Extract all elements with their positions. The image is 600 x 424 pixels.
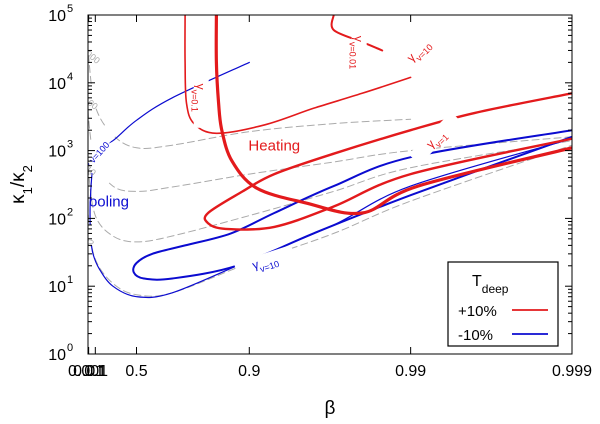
series-label-p-1000: γp=1000 bbox=[88, 21, 117, 70]
x-tick-label: 0.9 bbox=[238, 363, 260, 380]
series-line-v-10-10 bbox=[132, 129, 572, 281]
series-line-v-0-1-10 bbox=[184, 15, 412, 135]
y-tick-exponent: 2 bbox=[67, 206, 73, 218]
y-tick-exponent: 3 bbox=[67, 139, 73, 151]
y-tick-label: 10 bbox=[48, 144, 66, 161]
series-label-bg bbox=[351, 22, 367, 83]
x-tick-label: 0.1 bbox=[84, 363, 106, 380]
plot-frame bbox=[87, 14, 573, 355]
series-line-v-0-01-10 bbox=[214, 15, 572, 216]
series-line-v-10-10 bbox=[330, 15, 384, 52]
heating-curves bbox=[184, 15, 572, 231]
series-label-v-0-1-10: γv=0.1 bbox=[190, 67, 209, 128]
series-label-bg bbox=[233, 244, 296, 278]
y-tick-exponent: 5 bbox=[67, 3, 73, 15]
y-tick-exponent: 4 bbox=[67, 71, 73, 83]
y-axis-label: κ1/κ2 bbox=[8, 165, 35, 204]
x-tick-label: 0.999 bbox=[552, 363, 592, 380]
legend-entry-label: +10% bbox=[458, 303, 497, 320]
series-label-bg bbox=[391, 23, 445, 77]
series-label-bg bbox=[88, 21, 117, 70]
series-label-v-0-01-10: γv=0.01 bbox=[348, 22, 367, 83]
legend: Tdeep+10%-10% bbox=[447, 261, 559, 347]
x-tick-label: 0.01 bbox=[73, 363, 104, 380]
legend-entry-label: -10% bbox=[458, 327, 493, 344]
y-tick-exponent: 1 bbox=[67, 274, 73, 286]
series-label-v-10-10: γv=10 bbox=[233, 244, 296, 278]
series-label-bg bbox=[193, 67, 209, 128]
series-label-v-10-10: γv=10 bbox=[391, 23, 445, 77]
cooling-curves bbox=[89, 61, 572, 299]
x-tick-label: 0.5 bbox=[125, 363, 147, 380]
y-axis-label-group: κ1/κ2 bbox=[8, 165, 35, 204]
series-line-p-10 bbox=[88, 123, 572, 243]
y-tick-label: 10 bbox=[48, 211, 66, 228]
x-tick-label: 0.99 bbox=[395, 363, 426, 380]
region-label-cooling: Cooling bbox=[78, 193, 129, 210]
series-line-v-1-10 bbox=[203, 92, 572, 231]
series-label-v-1-10: γv=1 bbox=[408, 111, 462, 165]
y-tick-exponent: 0 bbox=[67, 342, 73, 354]
y-tick-label: 10 bbox=[48, 8, 66, 25]
x-axis-label: β bbox=[325, 398, 336, 419]
y-axis-label-text: κ1/κ2 bbox=[8, 165, 35, 204]
series-line-p-1000 bbox=[88, 21, 412, 149]
series-line-p-100 bbox=[88, 76, 572, 192]
y-tick-label: 10 bbox=[48, 347, 66, 364]
region-label-heating: Heating bbox=[248, 138, 300, 155]
y-tick-label: 10 bbox=[48, 279, 66, 296]
y-tick-label: 10 bbox=[48, 76, 66, 93]
x-tick-label: 0.001 bbox=[68, 363, 108, 380]
series-label-bg bbox=[408, 111, 462, 165]
legend-box bbox=[447, 261, 559, 347]
